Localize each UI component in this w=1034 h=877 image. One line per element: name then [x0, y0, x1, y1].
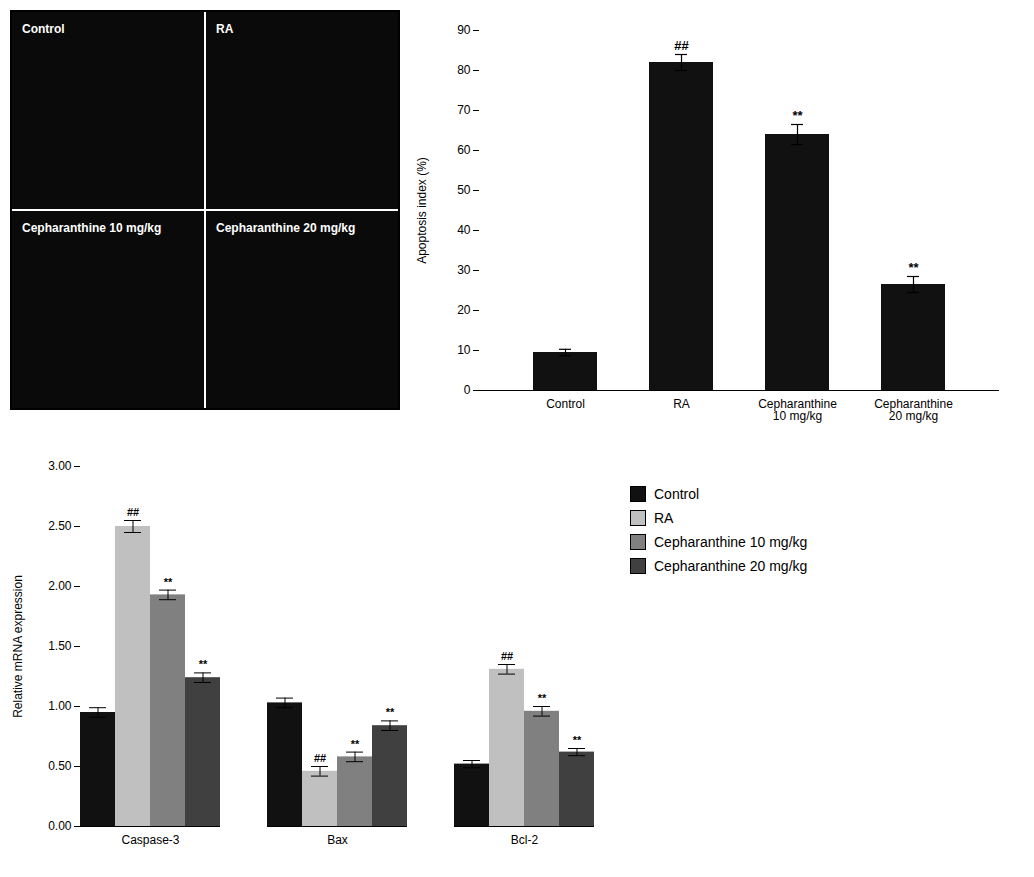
svg-text:**: ** [792, 108, 803, 123]
svg-text:##: ## [501, 650, 513, 662]
svg-text:Bcl-2: Bcl-2 [511, 833, 539, 847]
svg-text:Caspase-3: Caspase-3 [121, 833, 179, 847]
svg-text:20: 20 [457, 303, 471, 317]
svg-text:90: 90 [457, 23, 471, 37]
svg-text:**: ** [538, 692, 547, 704]
svg-text:Cepharanthine20 mg/kg: Cepharanthine20 mg/kg [874, 397, 953, 423]
svg-text:##: ## [127, 506, 139, 518]
svg-text:3.00: 3.00 [48, 459, 72, 473]
svg-text:1.50: 1.50 [48, 639, 72, 653]
svg-text:**: ** [386, 706, 395, 718]
svg-text:2.50: 2.50 [48, 519, 72, 533]
svg-text:0: 0 [464, 383, 471, 397]
svg-text:**: ** [351, 738, 360, 750]
html-text:RA: RA [216, 22, 234, 36]
svg-text:##: ## [314, 752, 326, 764]
svg-text:1.00: 1.00 [48, 699, 72, 713]
svg-text:Control: Control [546, 397, 585, 411]
svg-text:**: ** [199, 658, 208, 670]
html-text:Control: Control [654, 486, 700, 502]
svg-text:0.50: 0.50 [48, 759, 72, 773]
svg-text:Apoptosis index (%): Apoptosis index (%) [415, 157, 429, 264]
svg-text:Bax: Bax [327, 833, 348, 847]
html-text:Cepharanthine 20 mg/kg: Cepharanthine 20 mg/kg [216, 221, 356, 235]
svg-text:10: 10 [457, 343, 471, 357]
svg-text:**: ** [908, 260, 919, 275]
svg-text:2.00: 2.00 [48, 579, 72, 593]
svg-text:##: ## [674, 38, 689, 53]
svg-text:Relative mRNA expression: Relative mRNA expression [11, 575, 25, 718]
html-text:Cepharanthine 10 mg/kg: Cepharanthine 10 mg/kg [654, 534, 808, 550]
svg-text:**: ** [573, 734, 582, 746]
svg-text:70: 70 [457, 103, 471, 117]
svg-text:0.00: 0.00 [48, 819, 72, 833]
html-text:Control: Control [22, 22, 65, 36]
html-text:RA: RA [654, 510, 674, 526]
html-text:Cepharanthine 10 mg/kg: Cepharanthine 10 mg/kg [22, 221, 162, 235]
html-text:Cepharanthine 20 mg/kg: Cepharanthine 20 mg/kg [654, 558, 808, 574]
svg-text:RA: RA [673, 397, 690, 411]
svg-text:40: 40 [457, 223, 471, 237]
svg-text:Cepharanthine10 mg/kg: Cepharanthine10 mg/kg [758, 397, 837, 423]
svg-text:60: 60 [457, 143, 471, 157]
svg-text:80: 80 [457, 63, 471, 77]
svg-text:50: 50 [457, 183, 471, 197]
svg-text:**: ** [164, 576, 173, 588]
svg-text:30: 30 [457, 263, 471, 277]
